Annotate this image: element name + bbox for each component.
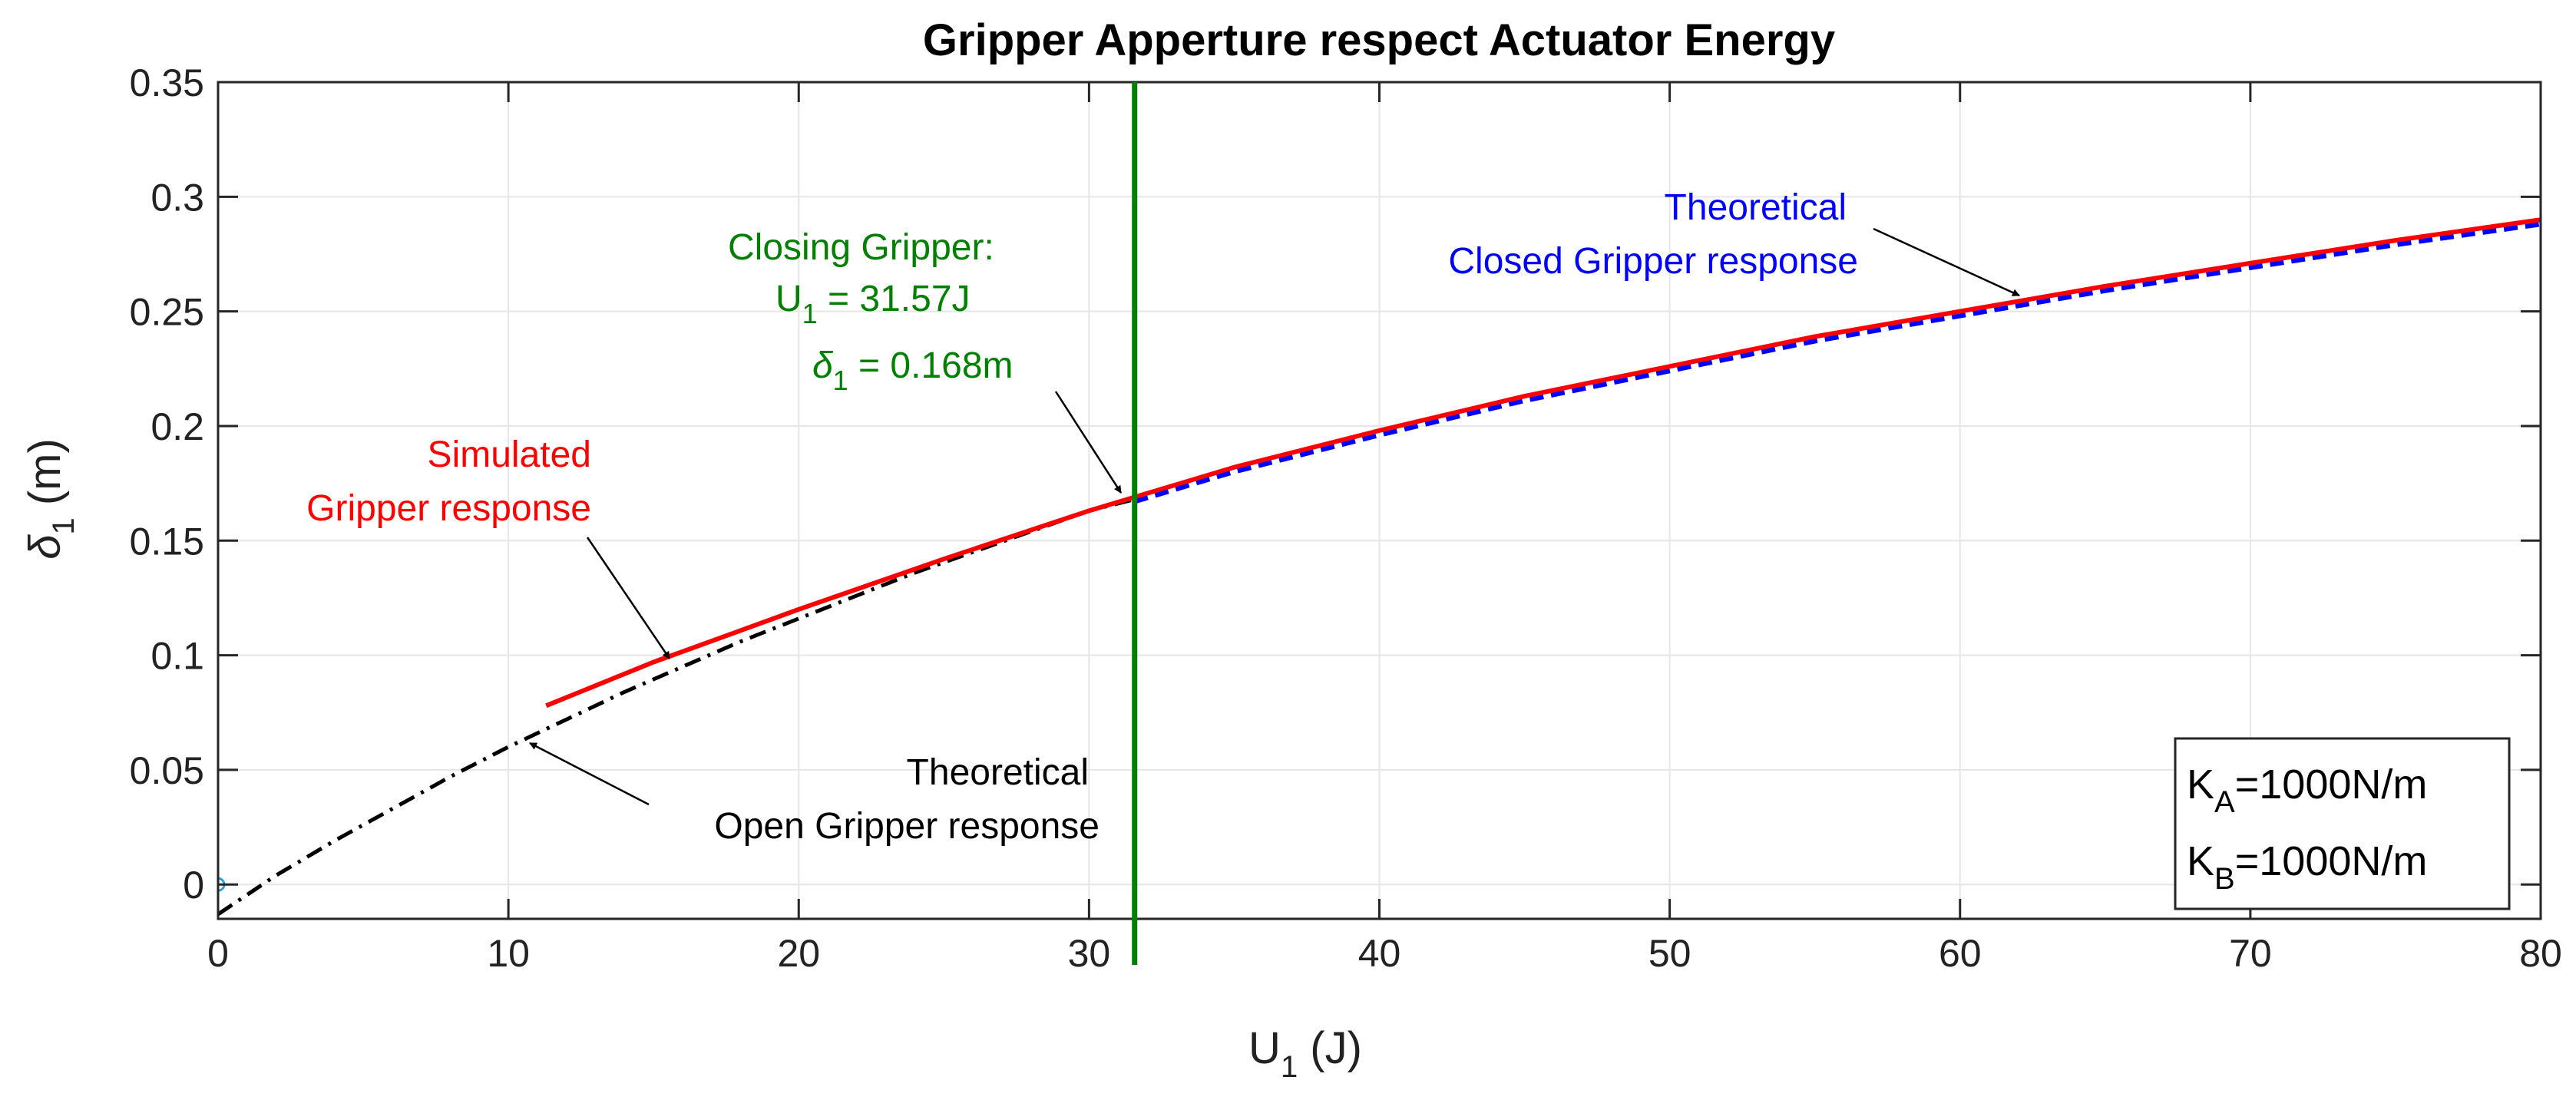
- y-tick-label: 0: [183, 864, 204, 907]
- x-tick-label: 70: [2229, 932, 2272, 975]
- annotation-closed: Theoretical Closed Gripper response: [1448, 187, 2020, 297]
- x-tick-label: 30: [1068, 932, 1111, 975]
- chart-title: Gripper Apperture respect Actuator Energ…: [923, 15, 1835, 65]
- annotation-closing: Closing Gripper: U1 = 31.57J δ1 = 0.168m: [728, 227, 1123, 494]
- annotation-closed-line1: Theoretical: [1665, 187, 1847, 228]
- y-tick-label: 0.05: [130, 749, 204, 792]
- annotation-simulated-line1: Simulated: [428, 434, 591, 475]
- y-tick-label: 0.25: [130, 291, 204, 334]
- y-axis-label: δ1 (m): [20, 438, 81, 560]
- simulated-line: [545, 217, 2541, 709]
- annotation-closed-line2: Closed Gripper response: [1448, 241, 1858, 282]
- ticks: 0 10 20 30 40 50 60 70 80 0 0.05 0.1 0.15 0.2 0.25 0.3 0…: [130, 61, 2562, 975]
- x-tick-label: 40: [1358, 932, 1401, 975]
- x-tick-label: 20: [777, 932, 820, 975]
- x-tick-label: 80: [2519, 932, 2562, 975]
- x-tick-label: 10: [487, 932, 530, 975]
- y-tick-label: 0.15: [130, 520, 204, 563]
- arrow-closing: [1054, 391, 1123, 494]
- legend-kb: KB=1000N/m: [2187, 838, 2427, 896]
- y-tick-label: 0.35: [130, 61, 204, 104]
- annotation-closing-u: U1 = 31.57J: [775, 279, 971, 329]
- annotation-open: Theoretical Open Gripper response: [529, 742, 1100, 847]
- x-axis-label: U1 (J): [1248, 1023, 1362, 1084]
- annotation-simulated: Simulated Gripper response: [306, 434, 671, 659]
- y-tick-label: 0.2: [150, 405, 204, 448]
- annotation-open-line2: Open Gripper response: [714, 806, 1100, 847]
- x-tick-label: 50: [1648, 932, 1691, 975]
- y-tick-label: 0.3: [150, 176, 204, 219]
- legend-ka: KA=1000N/m: [2187, 761, 2427, 819]
- annotation-closing-delta: δ1 = 0.168m: [812, 345, 1014, 396]
- annotation-simulated-line2: Gripper response: [306, 488, 591, 529]
- y-tick-label: 0.1: [150, 635, 204, 678]
- x-tick-label: 60: [1939, 932, 1982, 975]
- arrow-open: [529, 742, 650, 806]
- x-tick-label: 0: [207, 932, 229, 975]
- arrow-simulated: [586, 537, 671, 659]
- legend-box-frame: [2174, 737, 2511, 910]
- theoretical-closed-line: [1133, 222, 2541, 504]
- arrow-closed: [1873, 227, 2020, 297]
- legend-box: KA=1000N/m KB=1000N/m: [2174, 737, 2511, 910]
- annotation-open-line1: Theoretical: [907, 752, 1089, 793]
- annotation-closing-line1: Closing Gripper:: [728, 227, 994, 268]
